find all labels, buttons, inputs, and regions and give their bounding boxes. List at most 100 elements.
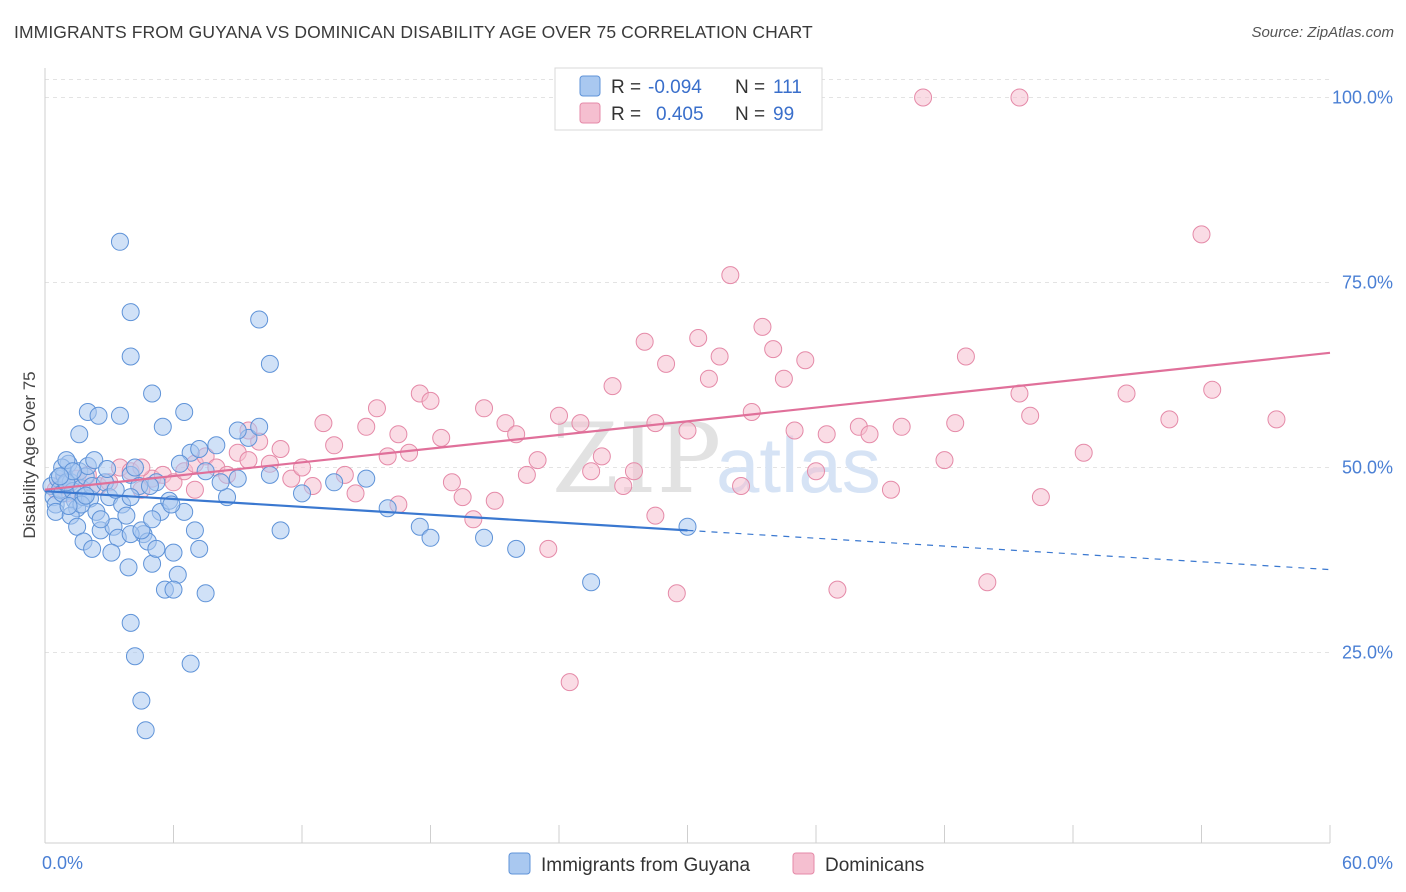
guyana-point-45 xyxy=(164,543,183,562)
legend-n-value-1: 111 xyxy=(773,77,802,98)
dominicans-point-52 xyxy=(592,447,611,466)
dominicans-point-27 xyxy=(325,436,344,455)
guyana-point-81 xyxy=(228,421,247,440)
guyana-point-93 xyxy=(678,517,697,536)
dominicans-point-39 xyxy=(453,488,472,507)
dominicans-point-50 xyxy=(571,414,590,433)
guyana-trend-line xyxy=(44,490,688,532)
dominicans-point-42 xyxy=(485,491,504,510)
dominicans-point-78 xyxy=(914,88,933,107)
guyana-point-73 xyxy=(136,721,155,740)
guyana-point-110 xyxy=(170,454,189,473)
guyana-point-80 xyxy=(211,473,230,492)
guyana-point-107 xyxy=(119,558,138,577)
dominicans-point-32 xyxy=(378,447,397,466)
legend-swatch-dominicans xyxy=(579,102,601,124)
dominicans-point-66 xyxy=(742,403,761,421)
dominicans-point-49 xyxy=(560,673,579,692)
guyana-point-57 xyxy=(260,465,279,484)
y-tick-label-50: 50.0% xyxy=(1342,458,1393,478)
guyana-point-88 xyxy=(410,517,429,536)
guyana-point-26 xyxy=(83,539,102,558)
legend-n-value-2: 99 xyxy=(773,104,794,125)
guyana-point-40 xyxy=(143,554,162,573)
dominicans-point-76 xyxy=(881,480,900,499)
guyana-point-103 xyxy=(50,467,69,486)
guyana-point-52 xyxy=(207,436,226,455)
dominicans-point-54 xyxy=(614,477,633,495)
dominicans-point-46 xyxy=(528,451,547,470)
dominicans-point-61 xyxy=(689,329,708,347)
dominicans-point-19 xyxy=(239,451,258,470)
series-legend: Immigrants from Guyana Dominicans xyxy=(508,852,924,876)
dominicans-point-45 xyxy=(517,465,536,484)
dominicans-point-56 xyxy=(635,332,654,351)
dominicans-point-70 xyxy=(785,421,804,440)
guyana-point-89 xyxy=(421,528,440,547)
guyana-point-66 xyxy=(153,417,172,436)
chart-title: IMMIGRANTS FROM GUYANA VS DOMINICAN DISA… xyxy=(14,22,813,42)
dominicans-point-88 xyxy=(1192,225,1211,244)
dominicans-point-73 xyxy=(828,580,847,599)
dominicans-point-67 xyxy=(753,317,772,336)
dominicans-point-64 xyxy=(721,266,740,285)
dominicans-point-36 xyxy=(421,391,440,410)
bottom-legend-swatch-dominicans xyxy=(792,852,815,875)
dominicans-point-34 xyxy=(400,443,419,462)
dominicans-point-82 xyxy=(1010,88,1029,107)
guyana-point-100 xyxy=(98,459,117,478)
grid-lines xyxy=(45,79,1330,653)
guyana-point-62 xyxy=(110,406,129,425)
guyana-point-83 xyxy=(260,354,279,373)
guyana-point-49 xyxy=(185,521,204,540)
guyana-point-84 xyxy=(293,484,311,503)
dominicans-point-51 xyxy=(582,462,601,481)
guyana-point-104 xyxy=(76,486,95,505)
guyana-point-64 xyxy=(132,521,151,540)
dominicans-point-26 xyxy=(314,414,333,433)
dominicans-point-53 xyxy=(603,377,622,396)
dominicans-point-92 xyxy=(946,414,965,433)
dominicans-point-60 xyxy=(678,421,697,440)
guyana-point-95 xyxy=(121,347,140,366)
tick-labels: 25.0% 50.0% 75.0% 100.0% 0.0% 60.0% xyxy=(42,88,1393,874)
dominicans-point-86 xyxy=(1117,384,1136,403)
guyana-point-94 xyxy=(121,303,140,322)
guyana-point-46 xyxy=(168,565,187,584)
legend-r-label-2: R = xyxy=(611,104,641,125)
dominicans-point-48 xyxy=(550,406,568,425)
y-tick-label-100: 100.0% xyxy=(1332,88,1393,108)
legend-n-label-2: N = xyxy=(735,104,765,125)
guyana-point-85 xyxy=(325,473,344,492)
bottom-legend-label-guyana: Immigrants from Guyana xyxy=(541,855,750,876)
dominicans-point-80 xyxy=(956,347,975,366)
correlation-legend: R = -0.094 N = 111 R = 0.405 N = 99 xyxy=(554,67,823,131)
y-axis-label: Disability Age Over 75 xyxy=(20,371,39,538)
bottom-legend-label-dominicans: Dominicans xyxy=(825,855,924,876)
dominicans-point-93 xyxy=(817,425,836,444)
legend-swatch-guyana xyxy=(579,75,601,97)
dominicans-point-59 xyxy=(667,584,686,603)
dominicans-point-30 xyxy=(357,417,376,436)
guyana-point-54 xyxy=(228,469,247,488)
guyana-point-91 xyxy=(507,539,526,558)
axes xyxy=(44,68,1331,844)
series-dominicans-points xyxy=(46,88,1286,692)
dominicans-point-97 xyxy=(185,480,204,499)
dominicans-point-71 xyxy=(796,351,815,370)
guyana-point-59 xyxy=(70,425,89,444)
guyana-point-67 xyxy=(175,403,194,421)
dominicans-point-68 xyxy=(764,340,783,359)
guyana-point-34 xyxy=(117,506,136,525)
dominicans-point-75 xyxy=(860,425,879,444)
y-tick-label-25: 25.0% xyxy=(1342,643,1393,663)
dominicans-trend-line xyxy=(44,351,1331,491)
guyana-point-36 xyxy=(125,458,144,477)
dominicans-point-55 xyxy=(624,462,643,481)
guyana-point-79 xyxy=(196,584,215,603)
guyana-point-87 xyxy=(378,499,397,518)
guyana-point-92 xyxy=(582,573,601,592)
legend-r-value-2: 0.405 xyxy=(656,104,704,125)
x-tick-label-min: 0.0% xyxy=(42,853,83,873)
